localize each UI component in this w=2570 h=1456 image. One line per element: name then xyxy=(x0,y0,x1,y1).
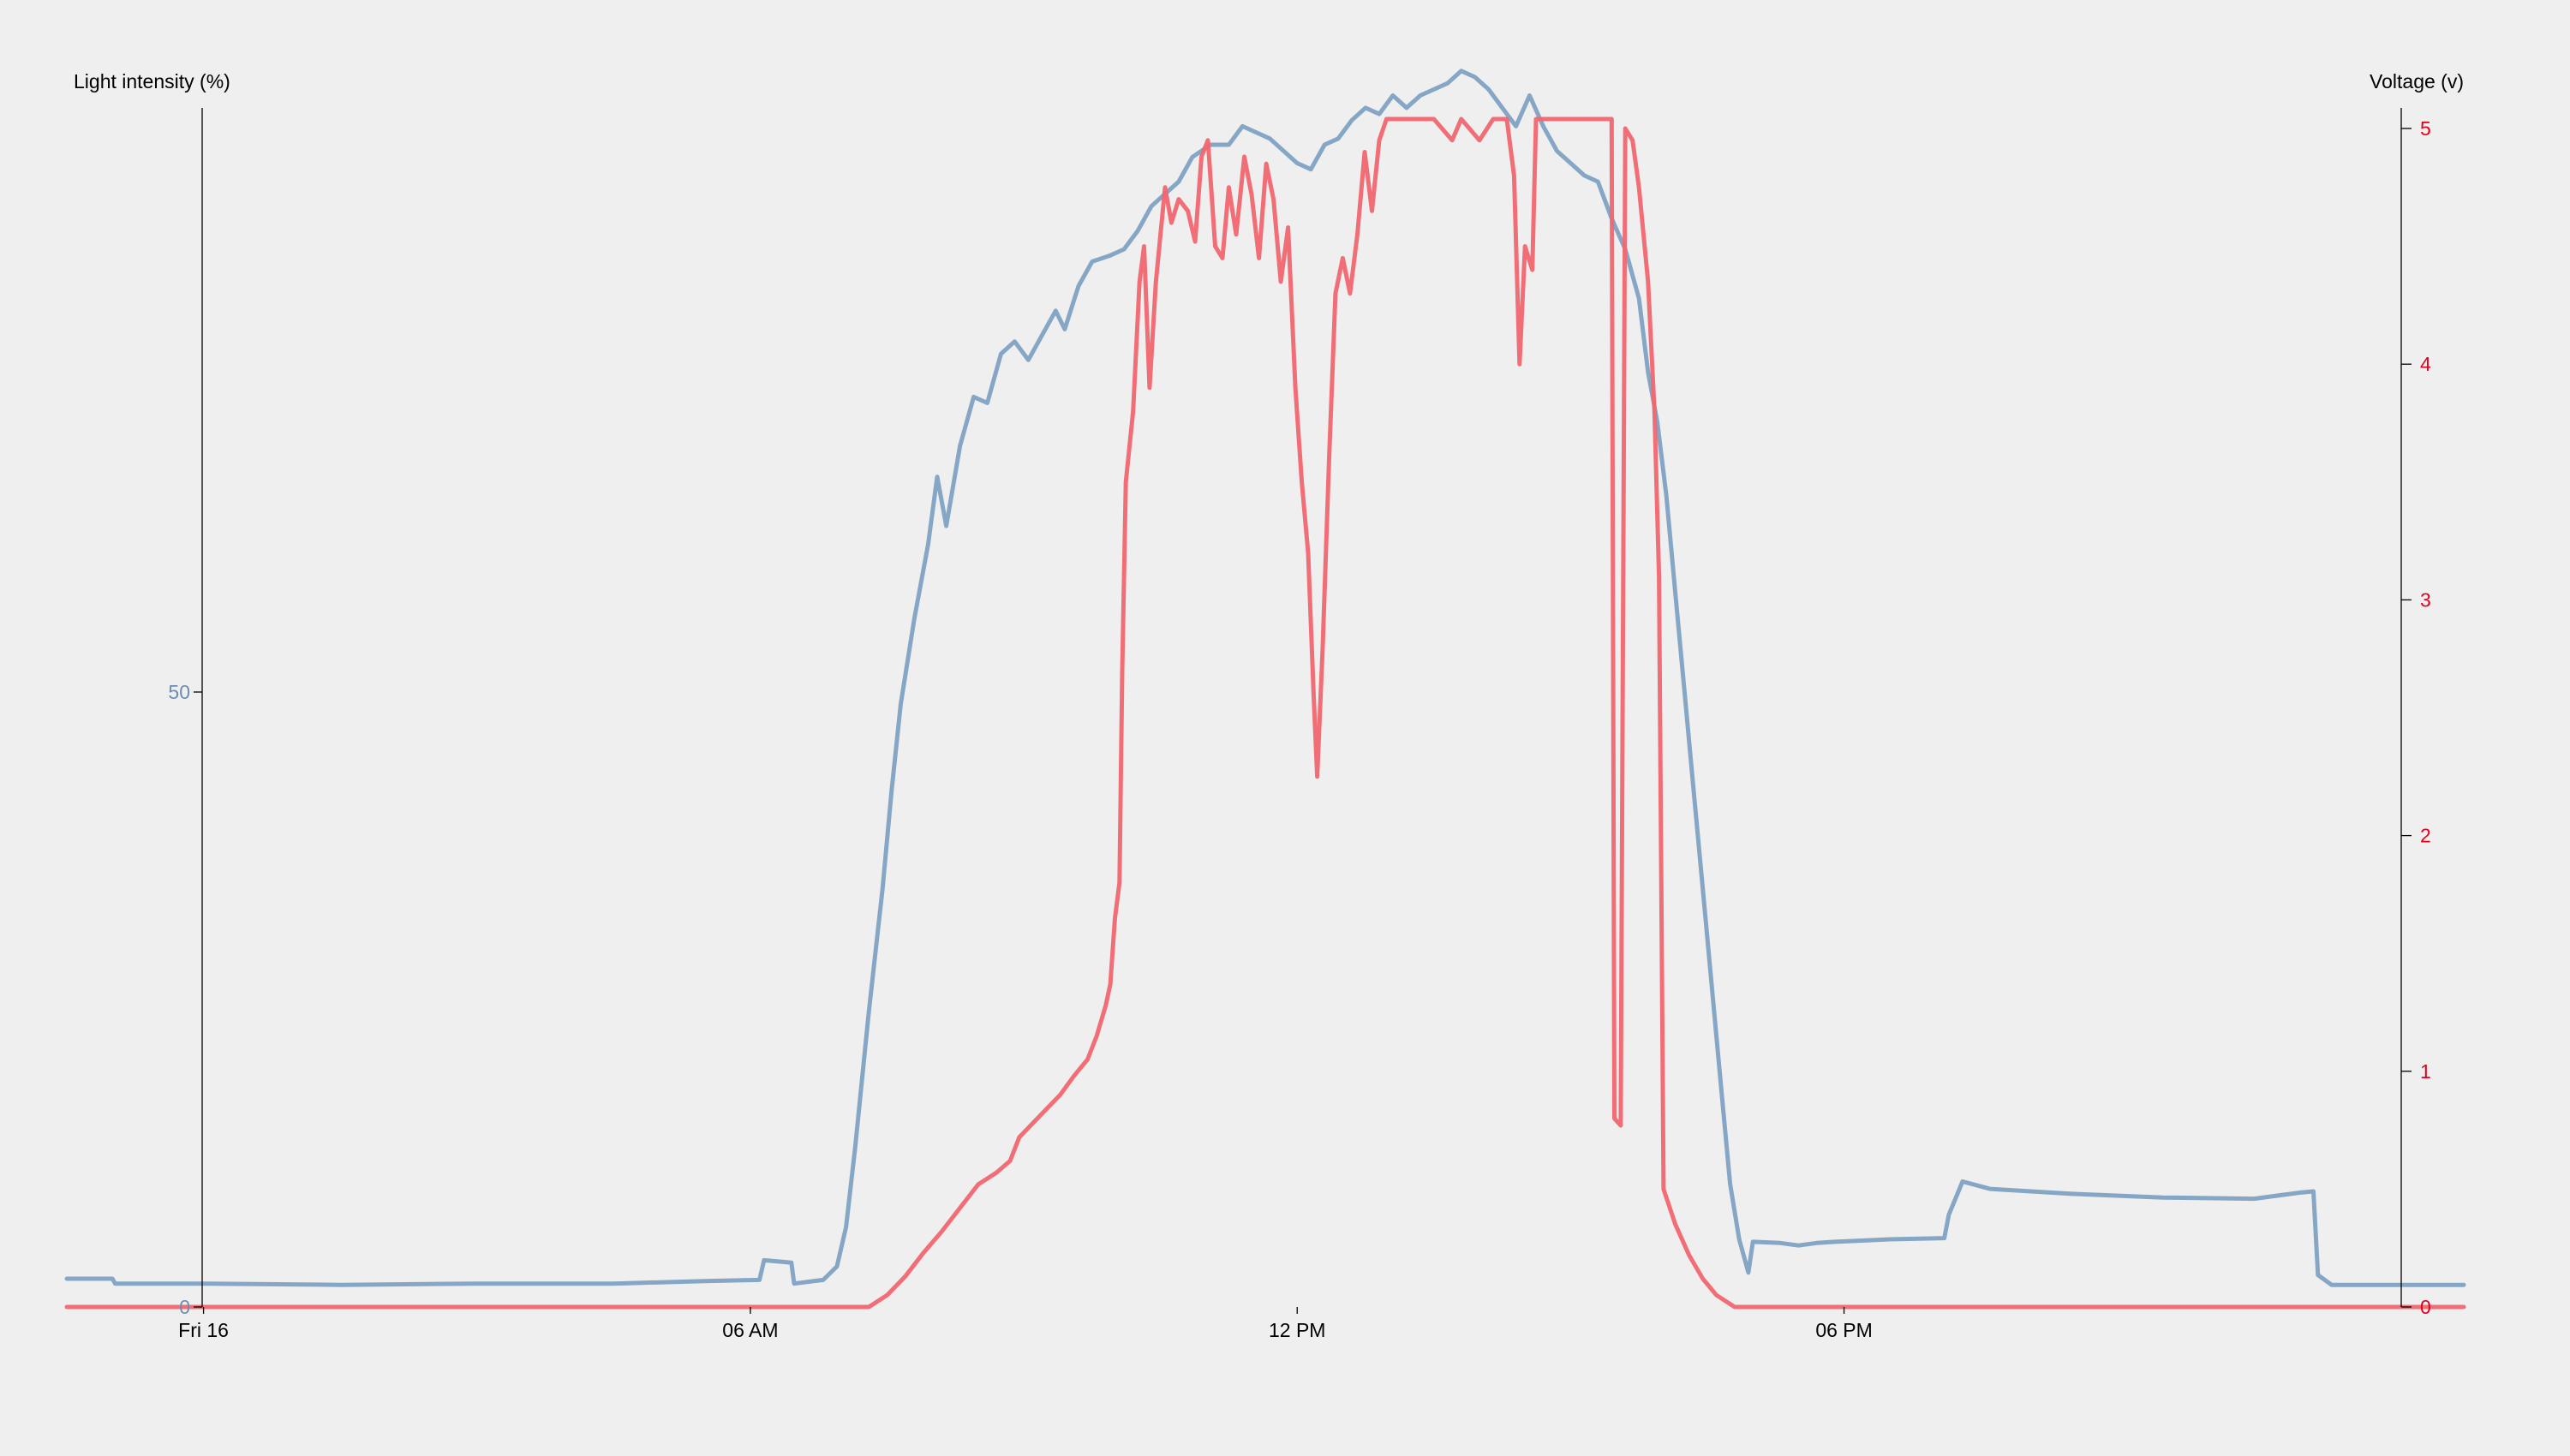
left-axis-title: Light intensity (%) xyxy=(74,70,230,92)
x-tick-label: 12 PM xyxy=(1269,1319,1325,1341)
left-tick-label: 0 xyxy=(179,1296,190,1318)
right-tick-label: 3 xyxy=(2420,588,2431,611)
right-tick-label: 5 xyxy=(2420,117,2431,140)
x-tick-label: Fri 16 xyxy=(178,1319,229,1341)
voltage-line xyxy=(64,116,2466,1310)
right-tick-label: 2 xyxy=(2420,825,2431,847)
left-tick-label: 50 xyxy=(168,681,190,703)
right-tick-label: 0 xyxy=(2420,1296,2431,1318)
left-axis-ticks: 0 50 xyxy=(168,681,202,1318)
right-tick-label: 4 xyxy=(2420,353,2431,375)
plot-lines xyxy=(64,69,2466,1310)
x-tick-label: 06 AM xyxy=(722,1319,778,1341)
x-tick-label: 06 PM xyxy=(1815,1319,1872,1341)
right-tick-label: 1 xyxy=(2420,1060,2431,1083)
light-intensity-line xyxy=(64,69,2466,1287)
right-axis-ticks: 0 1 2 3 4 5 xyxy=(2401,117,2431,1318)
x-axis-ticks: Fri 16 06 AM 12 PM 06 PM xyxy=(178,1307,1873,1341)
right-axis-title: Voltage (v) xyxy=(2370,70,2464,92)
